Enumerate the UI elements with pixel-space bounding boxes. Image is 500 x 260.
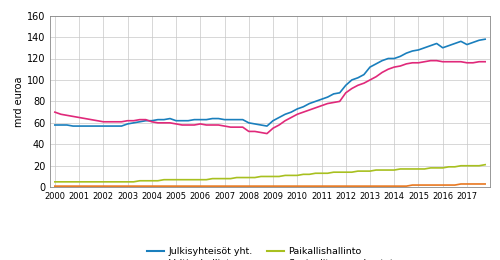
Legend: Julkisyhteisöt yht., Valtionhallinto, Paikallishallinto, Sosiaaliturvara hastot: Julkisyhteisöt yht., Valtionhallinto, Pa… bbox=[143, 243, 397, 260]
Y-axis label: mrd euroa: mrd euroa bbox=[14, 76, 24, 127]
